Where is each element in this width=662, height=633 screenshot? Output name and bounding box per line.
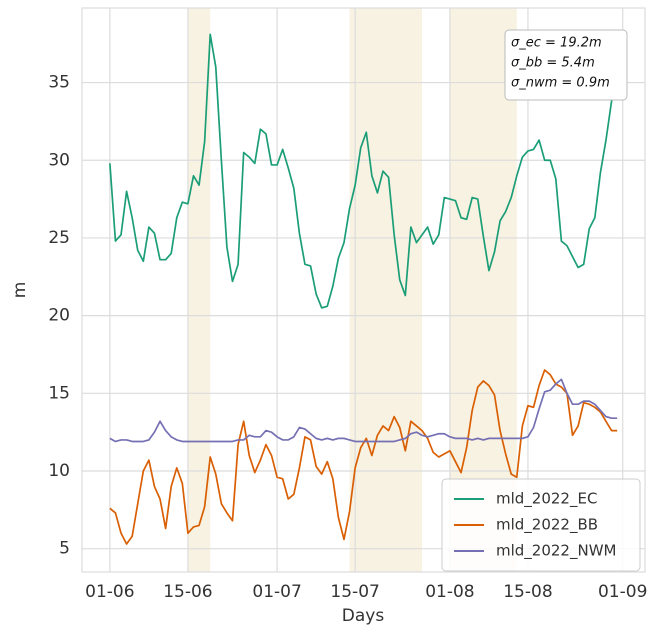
x-tick-label: 01-07 xyxy=(252,582,301,602)
y-axis-label: m xyxy=(10,282,30,299)
legend-label: mld_2022_EC xyxy=(496,490,597,509)
line xyxy=(109,369,618,545)
y-tick-label: 25 xyxy=(48,228,70,248)
x-axis-label: Days xyxy=(342,606,385,626)
legend: mld_2022_EC mld_2022_BB mld_2022_NWM xyxy=(441,478,641,572)
legend-box xyxy=(441,478,641,572)
y-tick-label: 5 xyxy=(59,539,70,559)
x-tick-label: 01-06 xyxy=(85,582,134,602)
annotation: σ_ec = 19.2m σ_bb = 5.4m σ_nwm = 0.9m xyxy=(504,29,628,101)
shaded-span xyxy=(349,8,423,572)
annotation-text: σ_nwm = 0.9m xyxy=(511,76,610,91)
x-tick-label: 15-06 xyxy=(163,582,212,602)
y-tick-label: 30 xyxy=(48,150,70,170)
annotation-box xyxy=(504,29,628,101)
x-tick-label: 01-09 xyxy=(598,582,647,602)
legend-label: mld_2022_BB xyxy=(496,516,598,535)
plot-frame xyxy=(81,7,646,573)
annotation-text: σ_ec = 19.2m xyxy=(511,36,602,51)
x-tick-label: 01-08 xyxy=(425,582,474,602)
legend-label: mld_2022_NWM xyxy=(496,542,616,561)
x-tick-label: 15-08 xyxy=(503,582,552,602)
shaded-span xyxy=(187,8,211,572)
y-tick-label: 10 xyxy=(48,461,70,481)
line xyxy=(109,33,618,309)
line xyxy=(109,378,618,443)
y-tick-label: 35 xyxy=(48,73,70,93)
y-tick-label: 20 xyxy=(48,306,70,326)
y-tick-label: 15 xyxy=(48,383,70,403)
x-tick-label: 15-07 xyxy=(330,582,379,602)
shaded-span xyxy=(449,8,517,572)
annotation-text: σ_bb = 5.4m xyxy=(511,56,595,71)
